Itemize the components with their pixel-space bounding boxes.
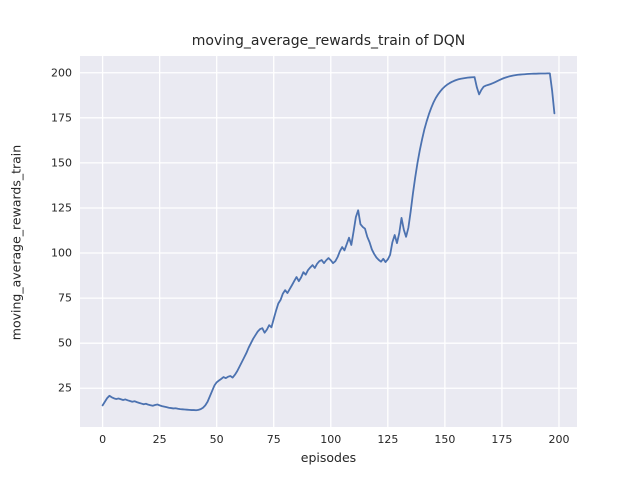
x-tick-label: 100 bbox=[320, 433, 342, 446]
chart-title: moving_average_rewards_train of DQN bbox=[191, 33, 466, 49]
line-series-dqn bbox=[101, 72, 556, 412]
y-tick-label: 50 bbox=[58, 336, 72, 350]
y-tick-label: 200 bbox=[51, 66, 72, 80]
y-tick-label: 100 bbox=[51, 246, 72, 260]
y-tick-label: 175 bbox=[51, 111, 72, 125]
x-tick-label: 25 bbox=[152, 433, 167, 446]
y-tick-label: 125 bbox=[51, 201, 72, 215]
x-tick-label: 125 bbox=[377, 433, 399, 446]
x-tick-label: 175 bbox=[491, 433, 513, 446]
x-tick-label: 150 bbox=[434, 433, 456, 446]
y-tick-label: 25 bbox=[58, 381, 72, 395]
x-tick-label: 75 bbox=[266, 433, 281, 446]
gridlines bbox=[80, 56, 577, 427]
y-tick-label: 75 bbox=[58, 291, 72, 305]
x-tick-label: 200 bbox=[548, 433, 570, 446]
x-axis-label: episodes bbox=[300, 450, 357, 465]
x-tick-label: 0 bbox=[99, 433, 107, 446]
y-tick-label: 150 bbox=[51, 156, 72, 170]
x-tick-label: 50 bbox=[209, 433, 224, 446]
